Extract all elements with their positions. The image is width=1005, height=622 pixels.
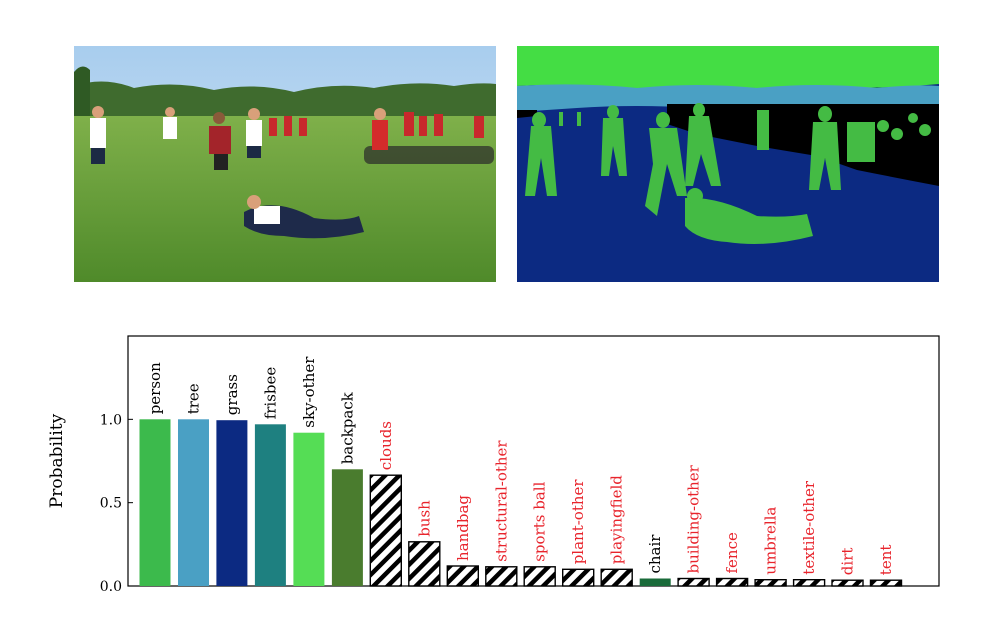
bar-plant-other <box>562 568 595 587</box>
bar-fence <box>715 577 749 587</box>
bar-label-building-other: building-other <box>685 464 703 573</box>
bar-grass <box>216 420 248 586</box>
bar-label-structural-other: structural-other <box>492 440 510 562</box>
bar-label-umbrella: umbrella <box>762 507 780 575</box>
y-tick-label: 0.5 <box>100 496 122 512</box>
photo-grass <box>74 116 496 282</box>
segmentation-map-graphic <box>517 46 939 282</box>
bar-umbrella <box>754 579 787 587</box>
bar-label-dirt: dirt <box>839 548 857 576</box>
photo-tree-left <box>74 66 90 116</box>
y-axis: 0.0 0.5 1.0 <box>100 412 133 595</box>
bar-label-tent: tent <box>877 545 895 576</box>
bar-sports-ball <box>523 566 556 587</box>
bars-layer: person tree grass frisbee sky-other backpack c… <box>139 356 903 587</box>
bar-label-tree: tree <box>185 383 203 414</box>
bar-clouds <box>369 474 402 587</box>
bar-label-textile-other: textile-other <box>800 480 818 575</box>
bar-label-playingfield: playingfield <box>608 475 626 565</box>
photo-bags <box>364 146 494 164</box>
bar-person <box>139 419 171 586</box>
bar-tree <box>178 419 209 586</box>
bar-label-handbag: handbag <box>454 495 472 561</box>
seg-sky-region <box>517 46 939 88</box>
bar-label-frisbee: frisbee <box>261 367 279 420</box>
photo-crowd <box>269 112 484 138</box>
bar-label-sky-other: sky-other <box>300 356 318 428</box>
bar-tent <box>869 579 903 587</box>
bar-chair <box>639 578 671 586</box>
bar-frisbee <box>254 424 286 586</box>
bar-label-backpack: backpack <box>338 391 356 464</box>
y-axis-label: Probability <box>47 413 67 508</box>
probability-chart-svg: person tree grass frisbee sky-other backpack c… <box>47 335 940 595</box>
bar-label-chair: chair <box>646 534 664 574</box>
photo-players <box>90 106 388 239</box>
scene-photo-graphic <box>74 46 496 282</box>
bar-dirt <box>831 579 864 587</box>
bar-label-sports-ball: sports ball <box>531 481 549 561</box>
bar-building-other <box>677 577 710 587</box>
bar-backpack <box>331 469 363 586</box>
bar-label-fence: fence <box>723 532 741 573</box>
probability-chart: person tree grass frisbee sky-other backpack c… <box>0 320 1005 618</box>
bar-playingfield <box>600 568 633 587</box>
y-tick-label: 0.0 <box>100 579 122 595</box>
bar-bush <box>408 541 441 587</box>
scene-photo <box>74 46 496 282</box>
bar-label-person: person <box>146 362 164 414</box>
bar-textile-other <box>792 579 826 587</box>
seg-people <box>525 103 931 244</box>
seg-dark-left <box>517 110 537 118</box>
bar-handbag <box>446 565 479 587</box>
bar-label-bush: bush <box>415 500 433 537</box>
bar-sky-other <box>293 432 325 586</box>
bar-label-grass: grass <box>223 374 241 415</box>
y-tick-label: 1.0 <box>100 412 122 428</box>
bar-label-plant-other: plant-other <box>569 479 587 565</box>
bar-structural-other <box>485 566 518 587</box>
bar-label-clouds: clouds <box>377 421 395 470</box>
segmentation-map <box>517 46 939 282</box>
